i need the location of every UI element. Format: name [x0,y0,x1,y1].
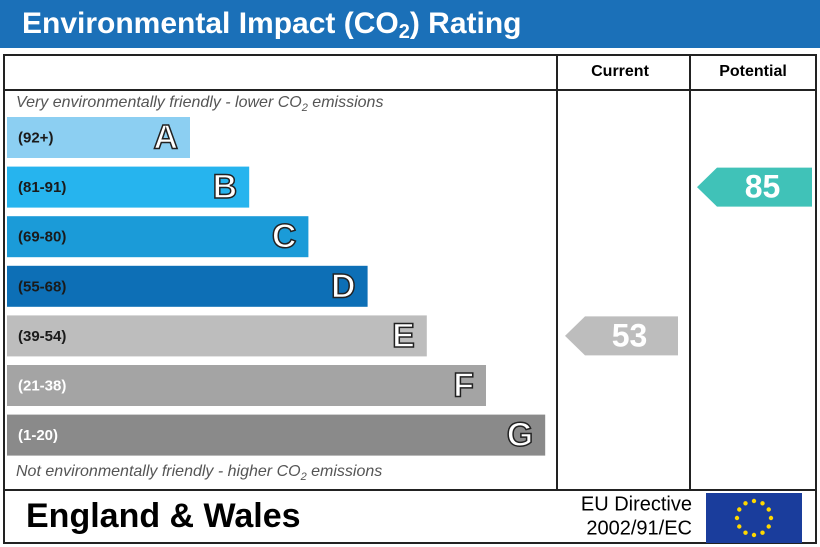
band-bar [7,166,250,208]
title-text: ) Rating [410,7,522,40]
bottom-note: Not environmentally friendly - higher CO… [16,463,382,483]
title-sub: 2 [399,21,410,43]
band-range: (21-38) [18,377,66,394]
star [760,530,765,535]
star [734,515,740,521]
note-text: emissions [307,463,383,480]
band-bar [7,216,309,258]
band-range: (81-91) [18,179,66,196]
column-header: Current [591,63,649,80]
star [768,515,774,521]
top-note: Very environmentally friendly - lower CO… [16,94,383,114]
star [743,530,748,535]
note-text: Not environmentally friendly - higher CO [16,463,301,480]
star [737,524,742,529]
band-letter: G [507,416,533,454]
directive: 2002/91/EC [586,517,692,539]
band-range: (1-20) [18,427,58,444]
band-bar [7,265,368,307]
star [751,498,757,504]
band-bar [7,315,427,357]
band-letter: A [153,118,178,156]
title-text: Environmental Impact (CO [22,7,399,40]
title: Environmental Impact (CO2) Rating [22,7,522,43]
band-letter: B [213,168,238,206]
star [766,524,771,529]
rating-value: 85 [745,169,781,205]
note-text: Very environmentally friendly - lower CO [16,94,302,111]
frame [3,54,817,544]
band-letter: F [453,366,474,404]
band-letter: C [272,218,297,256]
eu-stars [734,498,774,538]
band-bar [7,414,546,456]
star [766,507,771,512]
band-range: (69-80) [18,229,66,246]
note-text: emissions [308,94,384,111]
star [760,501,765,506]
star [737,507,742,512]
region: England & Wales [26,497,301,535]
rating-arrow [565,316,678,356]
band-bar [7,117,190,158]
note-sub: 2 [301,102,308,114]
rating-arrow [697,167,812,207]
directive: EU Directive [581,493,692,515]
band-range: (55-68) [18,278,66,295]
band-range: (92+) [18,129,53,146]
title-bar [0,0,820,48]
band-letter: E [392,317,415,355]
rating-value: 53 [612,317,648,353]
note-sub: 2 [300,471,307,483]
band-bar [7,365,486,406]
band-range: (39-54) [18,328,66,345]
star [743,501,748,506]
star [751,532,757,538]
band-letter: D [331,267,356,305]
column-header: Potential [719,63,787,80]
